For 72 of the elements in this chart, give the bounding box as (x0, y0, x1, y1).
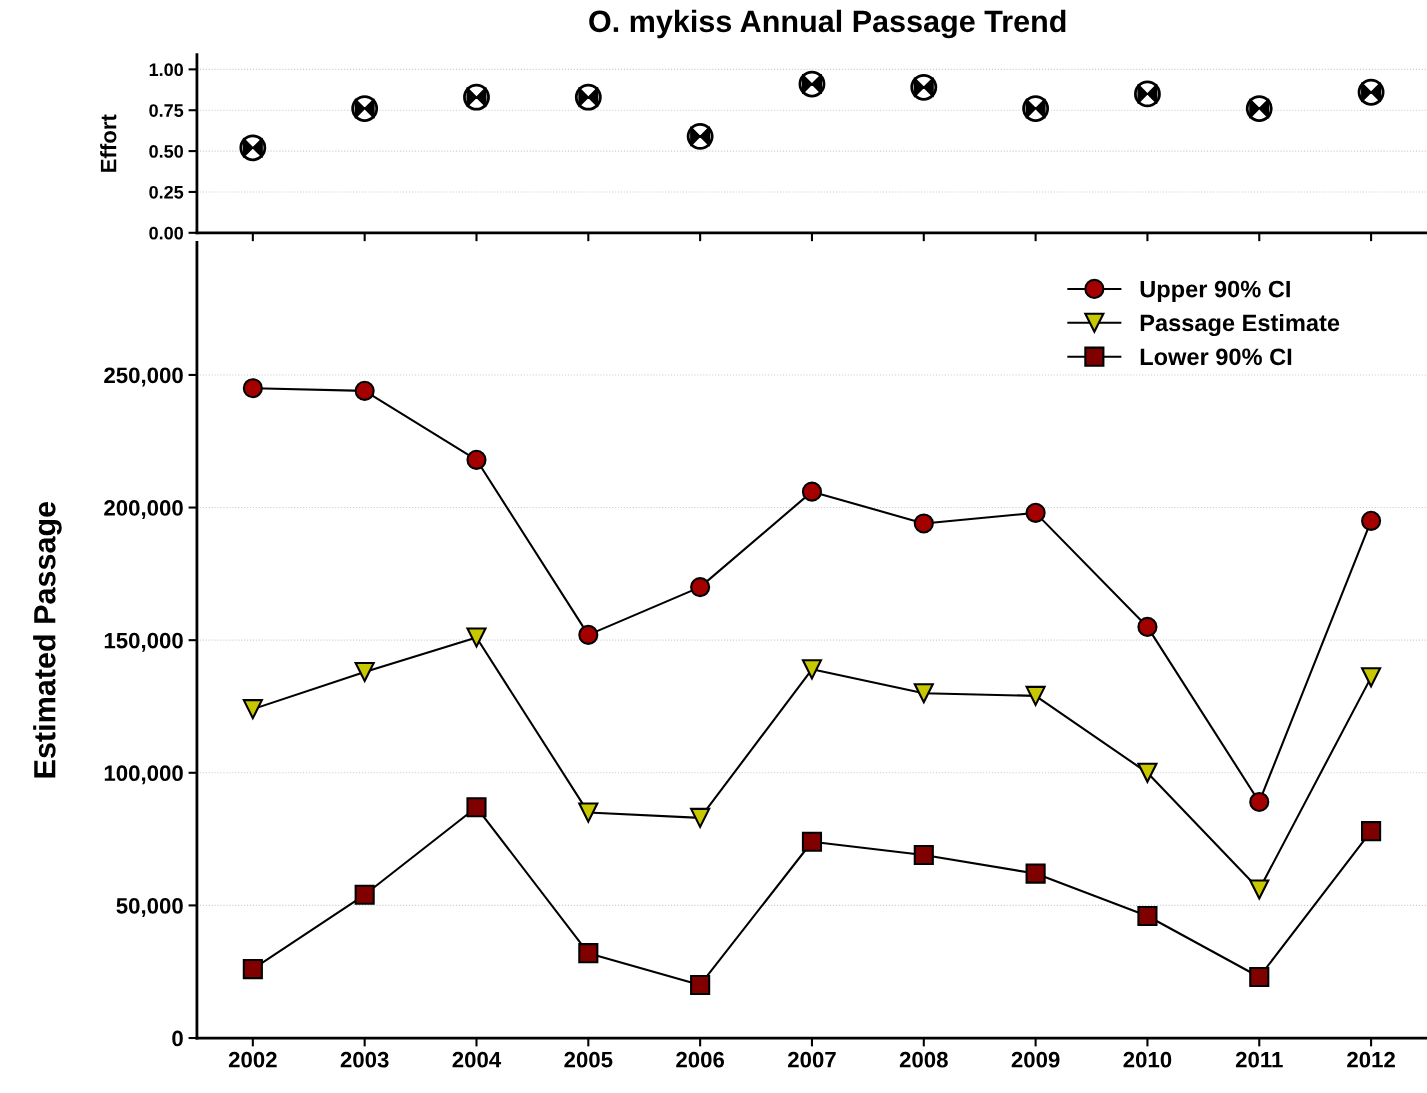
point (242, 378, 263, 399)
x-tick-label: 2005 (564, 1051, 613, 1068)
point (690, 577, 711, 598)
point (1022, 95, 1050, 123)
point (690, 807, 711, 828)
point (1245, 95, 1273, 123)
legend-label: Passage Estimate (1140, 313, 1340, 337)
point (242, 958, 263, 980)
point (574, 83, 602, 111)
x-tick-label: 2004 (452, 1051, 502, 1068)
point (910, 73, 938, 101)
point (1137, 616, 1158, 637)
y-tick-label: 150,000 (104, 632, 183, 652)
y-axis-title: Estimated Passage (33, 501, 62, 778)
point (1137, 762, 1158, 783)
point (686, 122, 714, 150)
point (1137, 905, 1158, 927)
point (242, 699, 263, 720)
x-tick-label: 2010 (1123, 1051, 1172, 1068)
point (354, 380, 375, 401)
y-axis-title: Effort (100, 114, 117, 172)
point (913, 844, 934, 866)
point (466, 449, 487, 470)
point (1361, 821, 1382, 842)
point (351, 95, 379, 123)
x-tick-label: 2003 (340, 1051, 389, 1068)
point (1134, 80, 1161, 108)
point (1249, 791, 1270, 813)
point (798, 70, 826, 98)
point (801, 659, 823, 680)
point (1025, 685, 1046, 706)
point (690, 974, 711, 996)
point (466, 627, 487, 648)
point (801, 481, 823, 502)
point (1357, 78, 1385, 106)
y-tick-label: 250,000 (104, 367, 183, 387)
point (913, 683, 934, 704)
legend-label: Upper 90% CI (1140, 280, 1290, 303)
point (1361, 510, 1382, 531)
point (463, 83, 490, 111)
point (466, 797, 487, 818)
y-tick-label: 0 (172, 1030, 183, 1047)
point (1249, 966, 1270, 988)
y-tick-label: 0.50 (149, 145, 183, 158)
y-tick-label: 0.25 (149, 185, 184, 199)
x-tick-label: 2009 (1011, 1051, 1060, 1068)
y-tick-label: 0.75 (149, 104, 184, 117)
point (578, 624, 599, 645)
chart-title: O. mykiss Annual Passage Trend (589, 9, 1066, 39)
legend-label: Lower 90% CI (1140, 348, 1292, 366)
x-tick-label: 2008 (899, 1051, 948, 1068)
point (578, 943, 599, 964)
point (239, 134, 267, 162)
y-tick-label: 50,000 (116, 897, 183, 917)
point (354, 884, 375, 905)
point (1025, 863, 1046, 884)
point (1025, 502, 1046, 523)
x-tick-label: 2012 (1347, 1051, 1395, 1068)
x-tick-label: 2002 (228, 1051, 277, 1068)
y-tick-label: 200,000 (104, 500, 183, 520)
x-tick-label: 2007 (788, 1051, 836, 1068)
point (801, 831, 823, 852)
y-tick-label: 100,000 (104, 765, 183, 785)
x-tick-label: 2011 (1235, 1051, 1283, 1068)
point (1249, 879, 1270, 900)
x-tick-label: 2006 (676, 1051, 725, 1068)
point (578, 802, 599, 823)
point (1361, 667, 1382, 688)
y-tick-label: 0.00 (149, 226, 183, 240)
y-tick-label: 1.00 (149, 63, 183, 77)
point (913, 513, 934, 534)
point (354, 661, 375, 683)
